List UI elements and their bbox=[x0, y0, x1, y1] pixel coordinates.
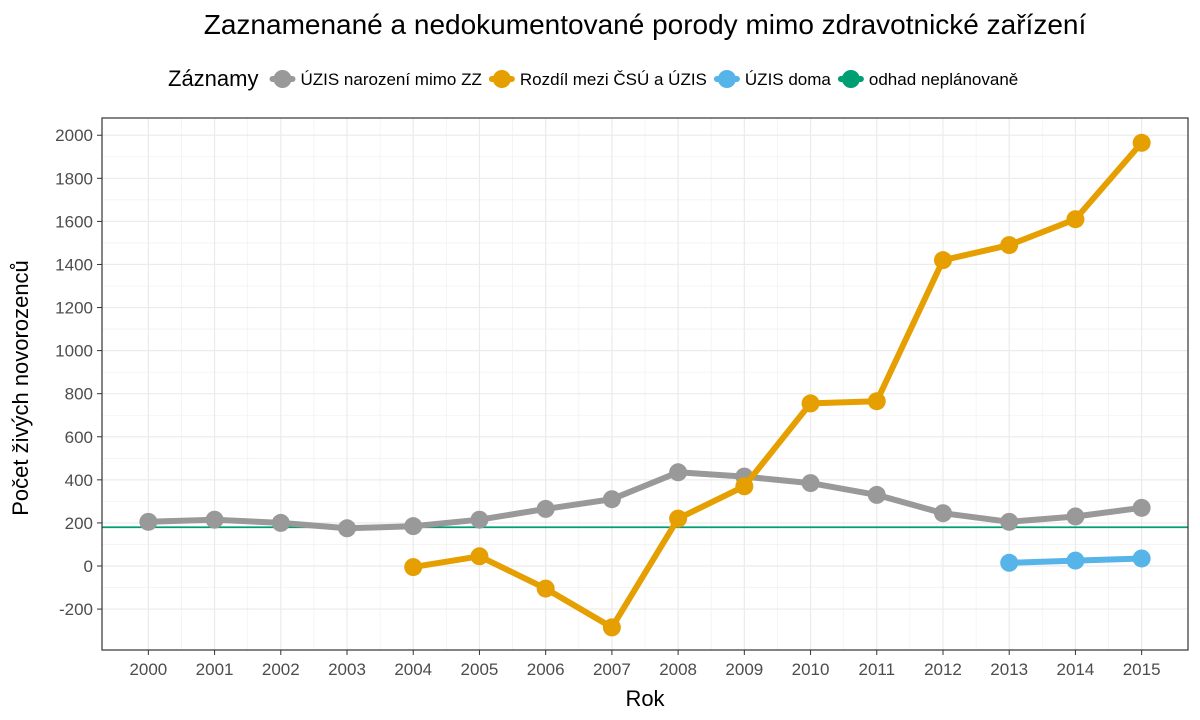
data-point bbox=[1132, 133, 1151, 152]
legend-item-2: ÚZIS doma bbox=[713, 70, 832, 89]
x-tick-label: 2004 bbox=[394, 660, 432, 679]
legend-item-3: odhad neplánovaně bbox=[837, 70, 1018, 89]
y-tick-label: 0 bbox=[84, 557, 93, 576]
y-tick-label: 400 bbox=[65, 471, 93, 490]
y-tick-label: 800 bbox=[65, 385, 93, 404]
y-tick-label: 1400 bbox=[55, 255, 93, 274]
y-axis: -200 0 200 400 600 800 1000 1200 1400 1600 1800 200… bbox=[55, 126, 102, 619]
legend-item-0: ÚZIS narození mimo ZZ bbox=[269, 70, 482, 89]
y-tick-label: 2000 bbox=[55, 126, 93, 145]
y-tick-label: 1600 bbox=[55, 212, 93, 231]
data-point bbox=[602, 618, 621, 637]
panel-border bbox=[101, 117, 1189, 651]
data-point bbox=[536, 499, 555, 518]
data-point bbox=[1066, 507, 1085, 526]
x-tick-label: 2010 bbox=[792, 660, 830, 679]
x-tick-label: 2012 bbox=[924, 660, 962, 679]
legend-key-point bbox=[841, 70, 860, 88]
y-tick-label: 600 bbox=[65, 428, 93, 447]
legend-label: Rozdíl mezi ČSÚ a ÚZIS bbox=[520, 70, 707, 89]
legend-title: Záznamy bbox=[168, 66, 258, 91]
x-tick-label: 2001 bbox=[196, 660, 234, 679]
legend-key-point bbox=[492, 70, 511, 88]
data-point bbox=[735, 477, 754, 496]
x-tick-label: 2003 bbox=[328, 660, 366, 679]
y-tick-label: 1200 bbox=[55, 299, 93, 318]
x-tick-label: 2000 bbox=[129, 660, 167, 679]
data-point bbox=[1132, 549, 1151, 568]
x-tick-label: 2015 bbox=[1123, 660, 1161, 679]
data-point bbox=[801, 394, 820, 413]
data-point bbox=[1066, 210, 1085, 229]
data-point bbox=[669, 463, 688, 482]
data-point bbox=[404, 558, 423, 577]
legend-key-point bbox=[273, 70, 292, 88]
data-point bbox=[470, 510, 489, 529]
data-point bbox=[1000, 512, 1019, 531]
legend: Záznamy ÚZIS narození mimo ZZ Rozdíl mezi… bbox=[168, 66, 1018, 91]
x-tick-label: 2007 bbox=[593, 660, 631, 679]
x-tick-label: 2005 bbox=[461, 660, 499, 679]
data-point bbox=[602, 490, 621, 509]
data-point bbox=[470, 547, 489, 566]
data-point bbox=[271, 513, 290, 532]
x-axis-title: Rok bbox=[625, 686, 665, 711]
plot-area bbox=[101, 117, 1189, 651]
y-tick-label: 1800 bbox=[55, 169, 93, 188]
data-point bbox=[536, 579, 555, 598]
data-point bbox=[139, 512, 158, 531]
x-tick-label: 2002 bbox=[262, 660, 300, 679]
data-point bbox=[933, 251, 952, 270]
data-point bbox=[867, 485, 886, 504]
series-line-0 bbox=[145, 469, 1145, 532]
data-point bbox=[933, 504, 952, 523]
legend-key-point bbox=[717, 70, 736, 88]
legend-label: ÚZIS doma bbox=[745, 70, 832, 89]
x-tick-label: 2014 bbox=[1057, 660, 1095, 679]
data-point bbox=[404, 517, 423, 536]
y-axis-title: Počet živých novorozenců bbox=[8, 260, 33, 516]
data-point bbox=[1000, 553, 1019, 572]
legend-label: odhad neplánovaně bbox=[869, 70, 1018, 89]
series-line-1 bbox=[410, 139, 1145, 631]
data-point bbox=[1132, 498, 1151, 517]
data-point bbox=[801, 474, 820, 493]
data-point bbox=[1066, 551, 1085, 570]
y-tick-label: 1000 bbox=[55, 342, 93, 361]
x-axis: 2000 2001 2002 2003 2004 2005 2006 2007 2008 2009… bbox=[129, 650, 1161, 679]
x-tick-label: 2006 bbox=[527, 660, 565, 679]
x-tick-label: 2011 bbox=[858, 660, 895, 679]
data-point bbox=[1000, 236, 1019, 255]
x-tick-label: 2013 bbox=[990, 660, 1028, 679]
data-point bbox=[867, 392, 886, 411]
x-tick-label: 2009 bbox=[725, 660, 763, 679]
legend-label: ÚZIS narození mimo ZZ bbox=[300, 70, 481, 89]
x-tick-label: 2008 bbox=[659, 660, 697, 679]
data-point bbox=[669, 509, 688, 528]
y-tick-label: -200 bbox=[59, 600, 93, 619]
legend-item-1: Rozdíl mezi ČSÚ a ÚZIS bbox=[488, 70, 707, 89]
y-tick-label: 200 bbox=[65, 514, 93, 533]
data-point bbox=[205, 510, 224, 529]
chart-title: Zaznamenané a nedokumentované porody mim… bbox=[204, 9, 1087, 40]
data-point bbox=[338, 519, 357, 538]
